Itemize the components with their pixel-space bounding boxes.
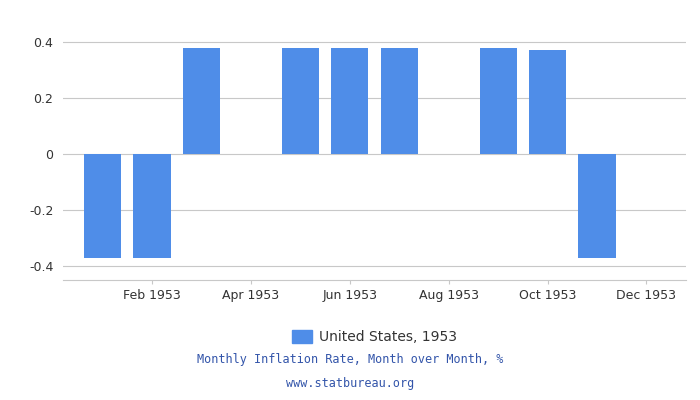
Bar xyxy=(578,154,615,258)
Bar xyxy=(282,48,319,154)
Legend: United States, 1953: United States, 1953 xyxy=(286,325,463,350)
Bar xyxy=(381,48,418,154)
Bar xyxy=(331,48,368,154)
Text: www.statbureau.org: www.statbureau.org xyxy=(286,378,414,390)
Bar xyxy=(183,48,220,154)
Bar xyxy=(529,50,566,154)
Bar xyxy=(134,154,171,258)
Text: Monthly Inflation Rate, Month over Month, %: Monthly Inflation Rate, Month over Month… xyxy=(197,354,503,366)
Bar xyxy=(480,48,517,154)
Bar xyxy=(84,154,121,258)
